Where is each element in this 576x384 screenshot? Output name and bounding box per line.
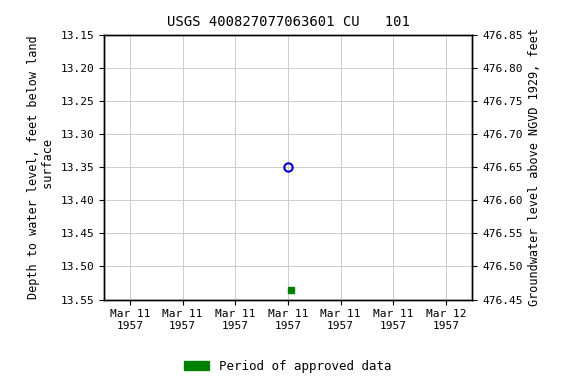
Title: USGS 400827077063601 CU   101: USGS 400827077063601 CU 101 (166, 15, 410, 29)
Y-axis label: Groundwater level above NGVD 1929, feet: Groundwater level above NGVD 1929, feet (528, 28, 541, 306)
Y-axis label: Depth to water level, feet below land
 surface: Depth to water level, feet below land su… (26, 35, 55, 299)
Legend: Period of approved data: Period of approved data (179, 355, 397, 378)
